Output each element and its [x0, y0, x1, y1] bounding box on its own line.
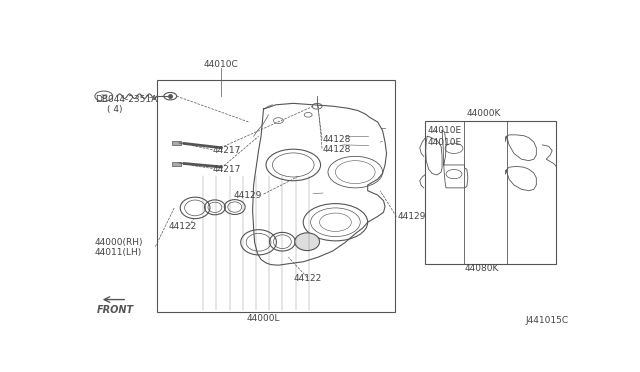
Text: 44217: 44217: [213, 165, 241, 174]
Text: 44010C: 44010C: [204, 60, 239, 69]
Bar: [172, 141, 180, 145]
Text: DB044-2351A: DB044-2351A: [95, 94, 157, 103]
Bar: [425, 121, 556, 264]
Text: 44128: 44128: [323, 145, 351, 154]
Text: 44217: 44217: [213, 146, 241, 155]
Text: J441015C: J441015C: [525, 316, 568, 325]
Text: FRONT: FRONT: [97, 305, 134, 315]
Text: 44129: 44129: [397, 212, 426, 221]
Text: 44011(LH): 44011(LH): [95, 248, 142, 257]
Bar: [157, 80, 395, 312]
Text: 19: 19: [100, 94, 108, 99]
Ellipse shape: [295, 233, 319, 251]
Text: ( 4): ( 4): [108, 105, 123, 113]
Text: 44010E: 44010E: [428, 126, 461, 135]
Text: 44128: 44128: [323, 135, 351, 144]
Text: 44000K: 44000K: [467, 109, 501, 118]
Text: 44122: 44122: [293, 273, 321, 283]
Text: 44000L: 44000L: [247, 314, 280, 323]
Text: 44122: 44122: [168, 222, 196, 231]
Bar: [172, 161, 180, 166]
Text: 44129: 44129: [234, 190, 262, 199]
Text: 44080K: 44080K: [465, 264, 499, 273]
Text: 44000(RH): 44000(RH): [95, 238, 143, 247]
Text: 44010E: 44010E: [428, 138, 461, 147]
